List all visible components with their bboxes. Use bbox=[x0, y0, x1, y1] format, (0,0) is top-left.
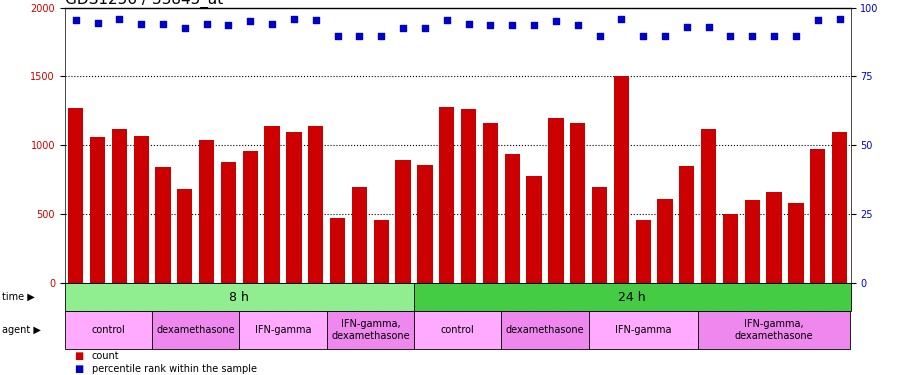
Point bbox=[767, 33, 781, 39]
Text: GDS1256 / 33845_at: GDS1256 / 33845_at bbox=[65, 0, 223, 8]
Bar bbox=[156, 167, 171, 283]
Point bbox=[592, 33, 607, 39]
Bar bbox=[614, 76, 629, 283]
Point bbox=[614, 15, 628, 21]
Point bbox=[330, 33, 345, 39]
Bar bbox=[68, 108, 84, 283]
Text: 24 h: 24 h bbox=[618, 291, 646, 304]
Bar bbox=[501, 311, 589, 349]
Point bbox=[90, 20, 104, 26]
Bar bbox=[505, 154, 520, 283]
Point bbox=[68, 17, 83, 23]
Bar bbox=[592, 187, 608, 283]
Bar bbox=[308, 126, 323, 283]
Bar bbox=[589, 311, 698, 349]
Bar bbox=[418, 165, 433, 283]
Point bbox=[680, 24, 694, 30]
Bar bbox=[330, 218, 346, 283]
Point bbox=[483, 22, 498, 28]
Point bbox=[724, 33, 738, 39]
Point bbox=[549, 18, 563, 24]
Bar bbox=[414, 311, 501, 349]
Text: count: count bbox=[92, 351, 120, 361]
Bar bbox=[744, 200, 760, 283]
Bar bbox=[199, 140, 214, 283]
Point bbox=[526, 22, 541, 28]
Text: agent ▶: agent ▶ bbox=[2, 325, 40, 335]
Text: IFN-gamma,
dexamethasone: IFN-gamma, dexamethasone bbox=[734, 319, 814, 341]
Bar bbox=[152, 311, 239, 349]
Bar bbox=[243, 151, 258, 283]
Point bbox=[832, 15, 847, 21]
Bar bbox=[177, 189, 193, 283]
Text: control: control bbox=[441, 325, 474, 335]
Bar bbox=[65, 283, 414, 311]
Bar bbox=[265, 126, 280, 283]
Bar bbox=[832, 132, 847, 283]
Bar bbox=[374, 220, 389, 283]
Point bbox=[745, 33, 760, 39]
Point bbox=[462, 21, 476, 27]
Point bbox=[701, 24, 716, 30]
Bar bbox=[439, 107, 454, 283]
Bar bbox=[698, 311, 850, 349]
Point bbox=[811, 17, 825, 23]
Point bbox=[309, 17, 323, 23]
Point bbox=[243, 18, 257, 24]
Bar bbox=[327, 311, 414, 349]
Point bbox=[374, 33, 389, 39]
Bar bbox=[570, 123, 585, 283]
Bar bbox=[657, 199, 672, 283]
Bar bbox=[482, 123, 498, 283]
Bar bbox=[788, 203, 804, 283]
Point bbox=[418, 25, 432, 31]
Point bbox=[636, 33, 651, 39]
Point bbox=[396, 25, 410, 31]
Bar bbox=[414, 283, 850, 311]
Point bbox=[221, 22, 236, 28]
Bar bbox=[635, 220, 651, 283]
Point bbox=[265, 21, 279, 27]
Text: 8 h: 8 h bbox=[230, 291, 249, 304]
Bar bbox=[680, 166, 695, 283]
Bar bbox=[723, 214, 738, 283]
Point bbox=[112, 15, 127, 21]
Bar bbox=[220, 162, 236, 283]
Text: percentile rank within the sample: percentile rank within the sample bbox=[92, 364, 256, 374]
Point bbox=[788, 33, 803, 39]
Point bbox=[658, 33, 672, 39]
Point bbox=[439, 17, 454, 23]
Point bbox=[156, 21, 170, 27]
Text: IFN-gamma: IFN-gamma bbox=[615, 325, 671, 335]
Text: ■: ■ bbox=[74, 351, 83, 361]
Bar bbox=[767, 192, 782, 283]
Point bbox=[177, 25, 192, 31]
Bar bbox=[352, 187, 367, 283]
Bar bbox=[90, 137, 105, 283]
Text: dexamethasone: dexamethasone bbox=[157, 325, 235, 335]
Bar bbox=[286, 132, 302, 283]
Bar bbox=[461, 110, 476, 283]
Bar bbox=[239, 311, 327, 349]
Text: IFN-gamma: IFN-gamma bbox=[255, 325, 311, 335]
Text: IFN-gamma,
dexamethasone: IFN-gamma, dexamethasone bbox=[331, 319, 410, 341]
Point bbox=[352, 33, 366, 39]
Bar bbox=[810, 150, 825, 283]
Bar bbox=[112, 129, 127, 283]
Text: control: control bbox=[92, 325, 125, 335]
Bar bbox=[133, 136, 148, 283]
Text: dexamethasone: dexamethasone bbox=[506, 325, 584, 335]
Bar bbox=[395, 160, 410, 283]
Bar bbox=[65, 311, 152, 349]
Bar bbox=[526, 176, 542, 283]
Text: time ▶: time ▶ bbox=[2, 292, 34, 302]
Bar bbox=[548, 118, 563, 283]
Bar bbox=[701, 129, 716, 283]
Text: ■: ■ bbox=[74, 364, 83, 374]
Point bbox=[505, 22, 519, 28]
Point bbox=[134, 21, 148, 27]
Point bbox=[200, 21, 214, 27]
Point bbox=[287, 15, 302, 21]
Point bbox=[571, 22, 585, 28]
